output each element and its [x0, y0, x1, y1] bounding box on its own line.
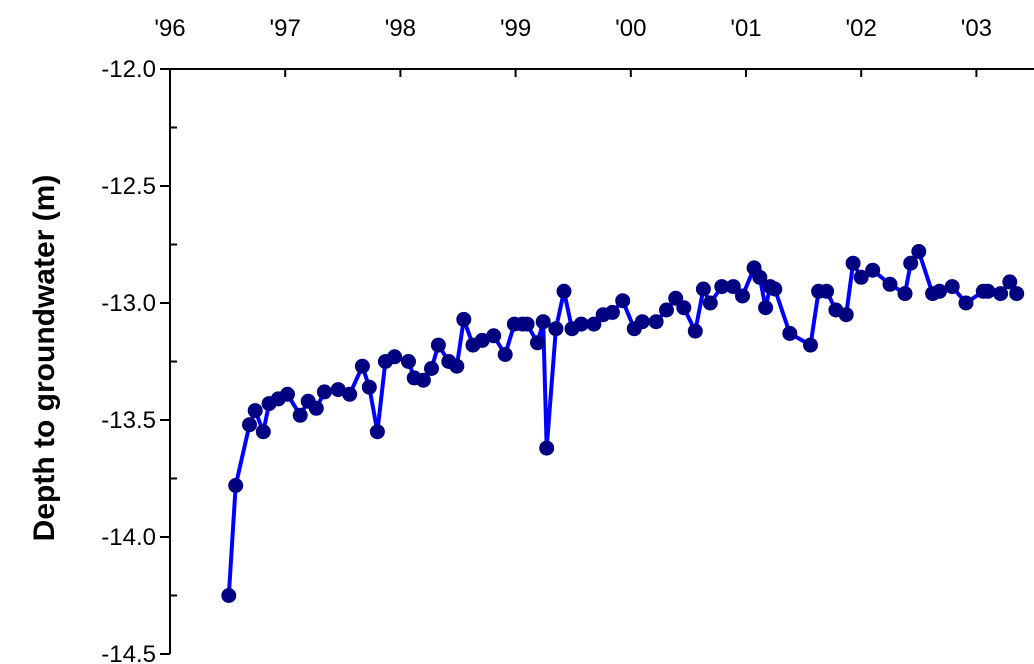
- data-point: [604, 304, 620, 320]
- data-point: [449, 358, 465, 374]
- data-point: [903, 255, 919, 271]
- data-point: [1009, 286, 1025, 302]
- data-point: [401, 354, 416, 369]
- data-point: [676, 300, 692, 316]
- data-point: [247, 403, 263, 419]
- data-point: [993, 286, 1009, 302]
- data-point: [803, 337, 818, 353]
- data-point: [535, 314, 551, 330]
- y-tick-label: -14.0: [101, 524, 156, 551]
- data-point: [845, 255, 861, 271]
- data-point: [853, 269, 869, 285]
- data-point: [702, 295, 718, 311]
- data-point: [556, 283, 572, 299]
- data-point: [280, 386, 295, 402]
- data-point: [292, 407, 308, 423]
- data-point: [838, 307, 854, 323]
- data-point: [342, 386, 358, 402]
- x-tick-label: '03: [961, 15, 992, 42]
- data-point: [932, 283, 947, 299]
- y-tick-label: -13.5: [101, 407, 156, 434]
- data-point: [1002, 274, 1018, 290]
- data-point: [714, 279, 730, 295]
- axes: -12.0 -12.5 -13.0 -13.5 -14.0 -14.5 '96 '97 '98 '…: [101, 15, 1034, 664]
- data-point: [308, 400, 324, 416]
- data-point: [897, 286, 913, 302]
- data-point: [387, 349, 403, 365]
- x-tick-label: '99: [500, 15, 531, 42]
- x-tick-label: '02: [846, 15, 877, 42]
- data-point: [634, 314, 650, 330]
- data-point: [752, 269, 768, 285]
- data-point: [424, 361, 439, 376]
- data-point: [758, 300, 774, 316]
- data-point: [486, 328, 502, 344]
- data-point: [865, 262, 881, 278]
- data-point: [354, 358, 370, 374]
- y-tick-label: -14.5: [101, 641, 156, 664]
- y-tick-label: -12.0: [101, 56, 156, 83]
- y-tick-label: -13.0: [101, 290, 156, 317]
- data-point: [911, 244, 927, 259]
- data-point: [944, 279, 960, 295]
- data-point: [958, 295, 974, 311]
- data-point: [782, 325, 798, 341]
- data-point: [735, 288, 750, 304]
- data-point: [519, 316, 535, 332]
- data-point: [725, 279, 741, 295]
- data-point: [882, 276, 898, 292]
- y-tick-label: -12.5: [101, 173, 156, 200]
- data-point: [369, 424, 385, 440]
- data-point: [530, 335, 545, 351]
- data-point: [767, 281, 783, 297]
- data-point: [819, 283, 835, 299]
- data-point: [228, 478, 244, 493]
- data-point: [573, 316, 589, 332]
- data-point: [659, 302, 674, 318]
- data-point: [648, 314, 664, 330]
- x-tick-label: '01: [730, 15, 761, 42]
- series-layer: [221, 244, 1025, 603]
- data-point: [474, 332, 490, 348]
- data-point: [242, 417, 257, 433]
- data-point: [430, 337, 446, 353]
- data-point: [361, 379, 377, 395]
- x-tick-label: '98: [385, 15, 416, 42]
- data-point: [980, 283, 996, 299]
- data-point: [330, 382, 346, 398]
- y-axis-title: Depth to groundwater (m): [28, 175, 61, 542]
- data-point: [316, 384, 332, 400]
- data-point: [586, 316, 602, 332]
- data-point: [255, 424, 271, 440]
- data-point: [548, 321, 564, 337]
- data-point: [221, 588, 237, 603]
- data-point: [497, 347, 513, 362]
- x-tick-label: '00: [615, 15, 646, 42]
- data-point: [456, 311, 472, 327]
- data-point: [415, 372, 431, 388]
- data-point: [695, 281, 711, 297]
- data-point: [539, 440, 555, 456]
- data-point: [687, 323, 703, 339]
- data-point: [615, 293, 631, 309]
- x-tick-label: '97: [270, 15, 301, 42]
- x-tick-label: '96: [154, 15, 185, 42]
